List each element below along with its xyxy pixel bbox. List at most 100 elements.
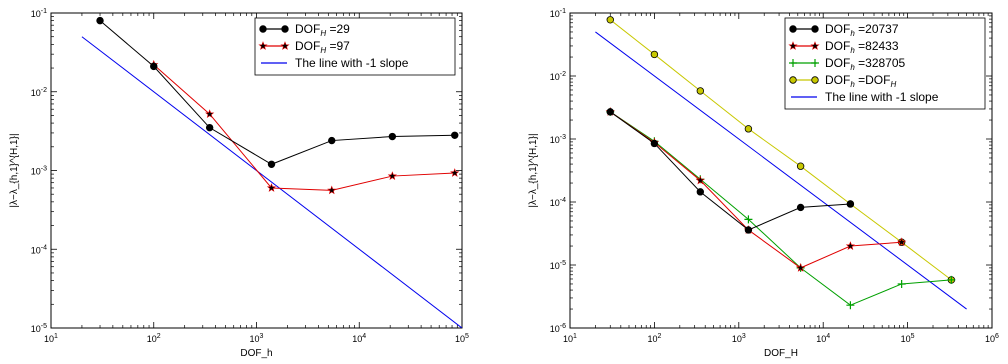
data-point (696, 188, 705, 196)
x-tick-label: 103 (250, 333, 264, 344)
data-point (388, 132, 397, 141)
y-tick-label: 10-6 (550, 323, 566, 334)
legend-entry: DOFh =DOFH (789, 73, 896, 89)
y-tick-label: 10-4 (550, 197, 566, 208)
series-line (609, 19, 952, 281)
series-1 (606, 108, 855, 234)
legend-label: The line with -1 slope (825, 90, 939, 104)
legend-label: DOFH =29 (295, 22, 350, 38)
y-tick-label: 10-1 (550, 8, 566, 19)
x-tick-label: 104 (352, 333, 366, 344)
y-tick-label: 10-3 (31, 166, 47, 177)
y-tick-label: 10-5 (31, 323, 47, 334)
data-point (796, 263, 806, 272)
x-tick-label: 105 (901, 333, 915, 344)
data-point (650, 139, 659, 148)
x-tick-label: 104 (816, 333, 830, 344)
series-3 (81, 36, 462, 328)
legend-entry: The line with -1 slope (261, 56, 409, 70)
legend-marker (258, 41, 268, 50)
y-tick-label: 10-4 (31, 244, 47, 255)
legend-marker (788, 41, 798, 50)
x-tick-label: 102 (647, 333, 661, 344)
series-line (595, 31, 967, 310)
data-point (845, 241, 856, 250)
legend-label: The line with -1 slope (295, 56, 409, 70)
data-point (327, 185, 337, 195)
x-tick-label: 106 (985, 333, 999, 344)
data-point (796, 203, 805, 212)
plot-frame (569, 12, 993, 329)
x-axis-label: DOF_h (240, 348, 272, 359)
data-point (846, 200, 855, 208)
y-axis-label: |λ−λ_{h,1}^{H,1}| (9, 133, 20, 207)
legend-entry: DOFh =82433 (788, 39, 899, 55)
x-tick-label: 102 (147, 333, 161, 344)
legend-marker (259, 25, 267, 33)
legend-marker (811, 59, 819, 67)
y-tick-label: 10-1 (31, 8, 47, 19)
data-point (451, 131, 459, 139)
y-axis-label: |λ−λ_{h,1}^{H,1}| (528, 133, 539, 207)
data-point (205, 123, 214, 132)
series-2 (605, 106, 907, 272)
series-1 (96, 16, 459, 168)
plot-area (595, 16, 967, 310)
legend-marker (281, 25, 289, 33)
series-line (81, 36, 462, 328)
data-point (267, 160, 276, 168)
data-point (695, 175, 705, 185)
legend-marker (789, 76, 797, 84)
y-tick-label: 10-3 (550, 134, 566, 145)
series-3 (606, 107, 956, 310)
legend-label: DOFh =DOFH (825, 73, 896, 89)
plot-area (81, 16, 462, 328)
x-axis-label: DOF_H (764, 348, 798, 359)
legend-label: DOFh =82433 (825, 39, 899, 55)
chart-panel-1: 101 102 103 104 105 10-5 10-4 10-3 10-2 10-1 DOF_h… (9, 8, 469, 359)
data-point (796, 162, 805, 170)
data-point (205, 109, 215, 119)
legend-label: DOFh =20737 (825, 22, 899, 38)
y-tick-label: 10-5 (550, 260, 566, 271)
data-point (266, 183, 277, 192)
chart-panel-2: 101 102 103 104 105 106 10-6 10-5 10-4 10-3 10-2 10… (528, 8, 999, 359)
data-point (96, 16, 104, 25)
legend-marker (280, 41, 290, 50)
legend-marker (789, 59, 797, 67)
data-point (606, 108, 614, 116)
series-line (609, 111, 902, 269)
data-point (897, 237, 907, 247)
legend-marker (811, 25, 819, 33)
legend-entry: DOFh =20737 (789, 22, 899, 38)
series-line (609, 111, 952, 306)
data-point (744, 226, 753, 234)
legend-label: DOFh =328705 (825, 56, 906, 72)
data-point (150, 62, 158, 71)
data-point (650, 50, 659, 59)
data-point (696, 87, 705, 95)
legend-entry: DOFH =97 (258, 39, 350, 55)
data-point (846, 301, 855, 310)
series-line (609, 111, 851, 231)
data-point (744, 215, 753, 224)
data-point (744, 125, 753, 133)
legend-label: DOFH =97 (295, 39, 350, 55)
x-tick-label: 103 (732, 333, 746, 344)
data-point (387, 171, 397, 180)
legend-marker (810, 41, 820, 50)
data-point (947, 275, 956, 284)
data-point (328, 136, 336, 145)
series-line (153, 64, 455, 191)
y-tick-label: 10-2 (31, 87, 47, 98)
data-point (897, 279, 906, 288)
x-tick-label: 101 (563, 333, 577, 344)
data-point (606, 16, 614, 24)
series-5 (595, 31, 967, 310)
data-point (450, 168, 460, 177)
legend-entry: DOFH =29 (259, 22, 350, 38)
legend-entry: The line with -1 slope (791, 90, 939, 104)
